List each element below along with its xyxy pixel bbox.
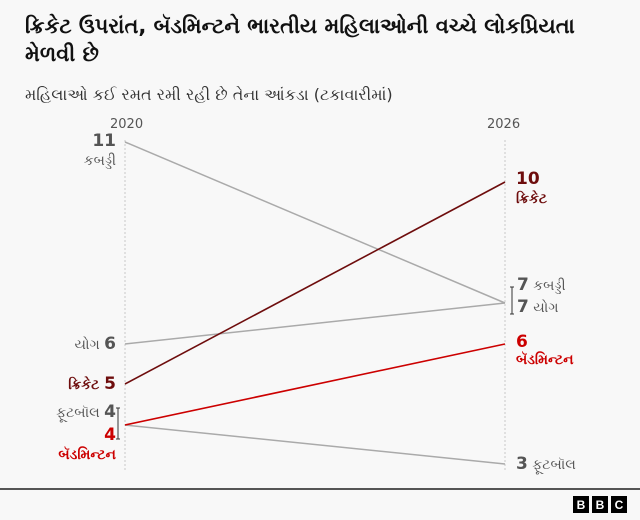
bbc-logo: B B C bbox=[573, 496, 627, 513]
football-2020-name: ફૂટબૉલ bbox=[56, 405, 100, 421]
yoga-2020-label: યોગ 6 bbox=[30, 335, 116, 354]
line-cricket bbox=[124, 181, 506, 385]
cricket-2020-name: ક્રિકેટ bbox=[68, 377, 100, 393]
bbc-logo-b1: B bbox=[573, 496, 589, 513]
football-2026-label: 3 ફૂટબૉલ bbox=[516, 455, 576, 474]
yoga-2020-name: યોગ bbox=[74, 337, 100, 353]
chart-subtitle: મહિલાઓ કઈ રમત રમી રહી છે તેના આંકડા (ટકા… bbox=[25, 85, 393, 104]
kabaddi-2026-value: 7 bbox=[517, 275, 529, 295]
chart-title: ક્રિકેટ ઉપરાંત, બૅડમિન્ટને ભારતીય મહિલાઓ… bbox=[25, 14, 575, 66]
cricket-2020-value: 5 bbox=[104, 374, 116, 394]
football-2020-value: 4 bbox=[104, 402, 116, 422]
cricket-2020-label: ક્રિકેટ 5 bbox=[20, 375, 116, 394]
line-football bbox=[124, 424, 506, 465]
kabaddi-2026-label: 7 કબડ્ડી bbox=[517, 276, 566, 295]
line-yoga bbox=[124, 302, 506, 345]
cricket-2026-label: ક્રિકેટ bbox=[516, 191, 548, 207]
football-2020-label: ફૂટબૉલ 4 bbox=[10, 403, 116, 422]
year-2026-label: 2026 bbox=[487, 117, 521, 132]
badminton-2020-label: બૅડમિન્ટન bbox=[58, 447, 116, 463]
kabaddi-2020-label: કબડ્ડી bbox=[83, 153, 116, 169]
badminton-2026-value: 6 bbox=[516, 332, 528, 352]
bbc-logo-b2: B bbox=[592, 496, 608, 513]
badminton-2020-value: 4 bbox=[104, 425, 116, 445]
line-badminton bbox=[124, 343, 506, 426]
football-2026-name: ફૂટબૉલ bbox=[532, 457, 576, 473]
football-2026-value: 3 bbox=[516, 454, 528, 474]
yoga-2026-value: 7 bbox=[517, 297, 529, 317]
kabaddi-2020-value: 11 bbox=[92, 131, 116, 151]
bbc-logo-c: C bbox=[611, 496, 627, 513]
badminton-2026-label: બૅડમિન્ટન bbox=[516, 352, 574, 368]
footer-divider bbox=[0, 488, 640, 490]
kabaddi-2026-name: કબડ્ડી bbox=[533, 278, 566, 294]
cricket-2026-value: 10 bbox=[516, 169, 540, 189]
yoga-2026-name: યોગ bbox=[533, 300, 559, 316]
yoga-2020-value: 6 bbox=[104, 334, 116, 354]
yoga-2026-label: 7 યોગ bbox=[517, 298, 558, 317]
year-2020-label: 2020 bbox=[110, 117, 144, 132]
line-kabaddi bbox=[124, 141, 506, 304]
